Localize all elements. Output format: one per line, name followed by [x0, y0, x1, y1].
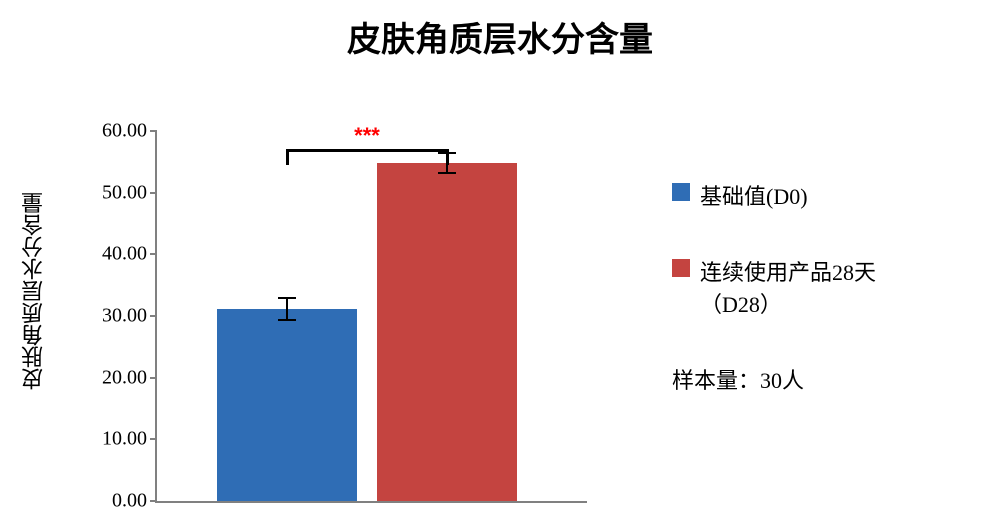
errorbar-cap — [438, 172, 456, 174]
bar — [377, 163, 517, 501]
ytick-label: 20.00 — [102, 366, 157, 389]
significance-bracket-leg — [446, 149, 449, 165]
ytick-label: 40.00 — [102, 243, 157, 266]
y-axis-label: 皮肤角质层水分含量 — [18, 192, 50, 390]
legend-label: 基础值(D0) — [700, 179, 808, 211]
errorbar-cap — [278, 297, 296, 299]
chart-container: 皮肤角质层水分含量 0.0010.0020.0030.0040.0050.006… — [0, 61, 1000, 521]
legend-swatch — [672, 259, 690, 277]
ytick-label: 30.00 — [102, 305, 157, 328]
bar — [217, 309, 357, 501]
ytick-label: 10.00 — [102, 428, 157, 451]
chart-title: 皮肤角质层水分含量 — [0, 0, 1000, 61]
legend-label: 连续使用产品28天（D28） — [700, 255, 876, 319]
ytick-label: 60.00 — [102, 120, 157, 143]
plot-area: 0.0010.0020.0030.0040.0050.0060.00*** — [155, 131, 587, 503]
errorbar — [286, 298, 288, 320]
significance-bracket — [287, 149, 447, 152]
ytick-label: 50.00 — [102, 181, 157, 204]
legend: 基础值(D0) 连续使用产品28天（D28） 样本量：30人 — [672, 179, 876, 395]
ytick-label: 0.00 — [112, 490, 157, 513]
errorbar-cap — [278, 319, 296, 321]
sample-size-note: 样本量：30人 — [672, 363, 876, 395]
legend-swatch — [672, 183, 690, 201]
significance-marker: *** — [354, 123, 380, 149]
legend-entry: 基础值(D0) — [672, 179, 876, 211]
significance-bracket-leg — [286, 149, 289, 165]
legend-entry: 连续使用产品28天（D28） — [672, 255, 876, 319]
